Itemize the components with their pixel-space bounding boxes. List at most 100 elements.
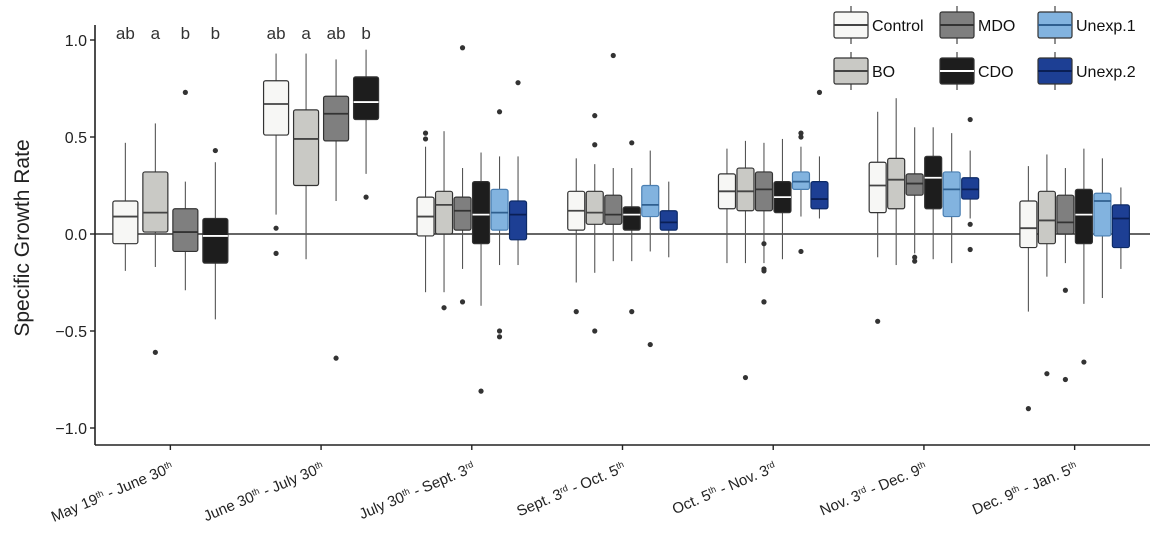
x-category-superscript: th [400,486,411,498]
box-group [262,49,380,361]
y-tick-label: 0.5 [65,130,87,147]
box-iqr [622,206,641,231]
legend-label: Unexp.1 [1076,18,1136,35]
box-bo [1037,154,1056,377]
box-iqr [434,190,454,235]
x-category-text: - Sept. 3 [407,462,470,501]
legend-label: Unexp.2 [1076,64,1136,81]
outlier-point [592,113,598,119]
box-mdo [754,142,774,305]
box-iqr [1056,194,1075,235]
outlier-point [592,328,598,334]
x-category-text: - Oct. 5 [565,462,621,498]
outlier-point [496,328,503,334]
outlier-point [496,109,503,115]
x-category-text: July 30 [357,489,407,523]
box-iqr [659,210,678,231]
outlier-point [459,299,466,305]
box-iqr [292,109,320,187]
box-iqr [352,76,380,121]
box-unexp-2 [1111,187,1130,269]
legend-item-unexp-1: Unexp.1 [1037,6,1136,44]
outlier-point [610,52,616,59]
significance-labels-layer: ab a b b ab a ab b [116,24,371,43]
outlier-point [152,349,158,355]
box-unexp-1 [641,150,660,348]
box-iqr [942,171,961,218]
outlier-point [967,246,973,253]
significance-label: ab [327,24,346,43]
outlier-point [182,89,188,95]
x-category-superscript: th [916,459,927,471]
outlier-point [761,299,767,305]
box-unexp-2 [961,116,980,253]
legend-label: Control [872,18,924,35]
box-iqr [202,217,229,264]
x-category-label: Dec. 9th - Jan. 5th [970,459,1080,519]
box-unexp-1 [490,109,509,340]
box-iqr [262,80,290,136]
box-mdo [322,59,350,361]
outlier-point [875,318,881,324]
box-iqr [736,167,755,212]
outlier-point [333,355,339,361]
significance-label: b [211,24,220,43]
box-group [112,89,229,355]
box-group [416,45,528,394]
box-iqr [1037,190,1056,245]
legend-label: MDO [978,18,1015,35]
outlier-point [912,254,918,260]
significance-label: a [301,24,311,43]
box-unexp-1 [791,130,811,255]
outlier-point [422,130,429,136]
box-bo [736,140,755,381]
outlier-point [761,268,767,274]
box-group [717,89,829,381]
significance-label: ab [116,24,135,43]
legend-item-unexp-2: Unexp.2 [1037,52,1136,90]
box-unexp-2 [508,80,528,266]
outlier-point [742,374,749,381]
outlier-point [629,309,635,315]
x-category-label: May 19th - June 30th [49,459,176,526]
box-mdo [1056,168,1075,383]
box-group [868,98,980,324]
legend-label: CDO [978,64,1014,81]
legend-label: BO [872,64,895,81]
outlier-point [1062,376,1068,383]
outlier-point [798,130,804,136]
outlier-point [816,89,823,95]
box-mdo [604,52,623,262]
y-tick-label: 0.0 [65,227,87,244]
x-category-superscript: th [707,484,718,496]
outlier-point [1062,287,1068,293]
x-category-superscript: th [94,488,105,500]
box-iqr [754,171,774,212]
box-iqr [322,95,350,142]
y-tick-label: −0.5 [55,324,87,341]
x-category-superscript: th [162,459,173,471]
x-category-labels-layer: May 19th - June 30th June 30th - July 30t… [49,445,1080,526]
x-category-text: - Nov. 3 [714,462,772,499]
x-category-superscript: rd [558,483,569,495]
outlier-point [422,136,429,142]
box-iqr [471,181,491,245]
box-iqr [924,155,943,210]
box-iqr [868,161,887,214]
box-control [262,53,290,256]
box-iqr [887,157,906,210]
box-mdo [905,127,924,264]
x-category-label: Sept. 3rd - Oct. 5th [514,459,628,520]
x-category-label: June 30th - July 30th [201,459,327,525]
box-control [717,148,737,264]
x-category-text: June 30 [201,489,257,526]
box-iqr [1093,192,1112,237]
boxes-layer [112,45,1130,412]
box-bo [292,53,320,260]
x-category-label: Oct. 5th - Nov. 3rd [670,459,779,518]
x-category-superscript: th [1067,459,1078,471]
outlier-point [798,134,804,140]
box-iqr [604,194,623,225]
outlier-point [496,334,503,340]
